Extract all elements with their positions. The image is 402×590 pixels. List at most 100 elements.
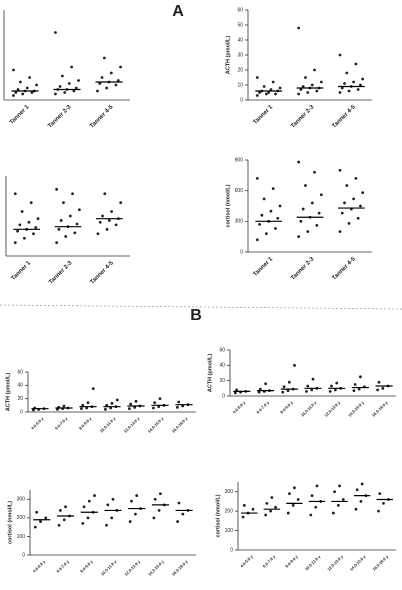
x-tick-label: Tanner 1 [11,260,33,282]
data-point [57,523,61,527]
data-point [12,94,15,97]
data-point [336,503,340,507]
x-tick-label: 12.0-13.9 y [123,415,141,433]
data-point [72,89,76,93]
y-axis-label: cortisol (nmol/L) [215,494,221,537]
data-point [306,91,310,94]
data-point [356,216,360,220]
data-point [96,89,99,93]
data-point [130,499,133,503]
data-point [274,505,277,509]
y-tick-label: 0 [222,393,225,399]
data-point [116,79,120,82]
x-tick-label: 10.0-11.9 y [100,558,118,576]
data-point [104,407,107,411]
data-point [338,230,342,233]
data-point [77,79,80,82]
y-axis-label: ACTH (pmol/L) [225,36,231,75]
data-point [29,201,33,205]
data-point [269,88,273,91]
x-tick-label: 10.0-11.9 y [300,399,318,417]
data-point [274,227,277,230]
data-point [32,232,35,236]
data-point [86,401,90,405]
data-point [110,401,114,405]
data-point [356,88,360,91]
data-point [334,388,337,392]
data-point [54,31,57,34]
data-point [359,204,362,208]
data-point [13,192,17,196]
x-tick-label: 10.0-11.9 y [304,553,322,571]
y-tick-label: 0 [20,409,23,415]
data-point [114,223,118,227]
data-point [62,201,65,205]
data-point [271,80,275,84]
data-point [314,505,318,509]
data-point [282,385,286,389]
y-tick-label: 20 [237,67,243,73]
x-tick-label: Tanner 2-3 [47,104,73,130]
data-point [347,89,351,93]
y-tick-label: 0 [230,547,233,553]
data-point [359,83,362,87]
data-point [62,518,66,522]
data-point [32,408,35,412]
data-point [62,404,66,408]
data-point [106,503,110,507]
y-axis-label: ACTH (pmol/L) [207,354,213,393]
data-point [338,91,342,94]
data-point [181,512,185,516]
data-point [255,238,259,242]
data-point [13,241,17,245]
data-point [87,499,91,503]
data-point [297,160,301,164]
data-point [377,380,381,384]
y-tick-label: 300 [225,489,234,495]
x-tick-label: 6.0-7.9 y [262,553,277,568]
data-point [152,406,155,410]
data-point [33,525,37,529]
data-point [55,241,59,245]
data-point [297,26,301,30]
data-point [176,405,179,409]
data-point [54,92,57,96]
data-point [67,82,71,85]
data-point [82,505,86,509]
data-point [291,503,295,507]
data-point [16,88,20,91]
data-point [135,494,139,497]
data-point [233,391,237,395]
data-point [319,193,323,197]
data-point [313,68,316,72]
data-point [22,236,26,240]
data-point [310,201,314,205]
data-point [64,235,68,238]
y-tick-label: 100 [17,534,26,540]
data-point [357,387,361,391]
x-tick-label: 14.0-15.9 y [349,553,367,571]
data-point [105,403,109,407]
data-point [44,516,48,520]
data-point [60,74,64,78]
data-point [177,400,181,404]
data-point [306,384,310,388]
x-tick-label: Tanner 1 [253,104,275,126]
x-tick-label: 4.0-5.9 y [232,399,247,414]
data-point [18,80,22,84]
data-point [352,389,356,393]
data-point [271,187,275,191]
y-tick-label: 60 [219,347,225,353]
data-point [310,83,314,87]
data-point [157,405,161,409]
data-point [114,83,118,87]
data-point [153,497,157,501]
y-tick-label: 40 [17,383,23,389]
data-point [152,516,156,520]
y-tick-label: 600 [235,188,244,194]
x-tick-label: 6.0-7.9 y [255,399,270,414]
data-point [343,82,346,85]
data-point [109,406,113,410]
data-point [255,177,259,180]
